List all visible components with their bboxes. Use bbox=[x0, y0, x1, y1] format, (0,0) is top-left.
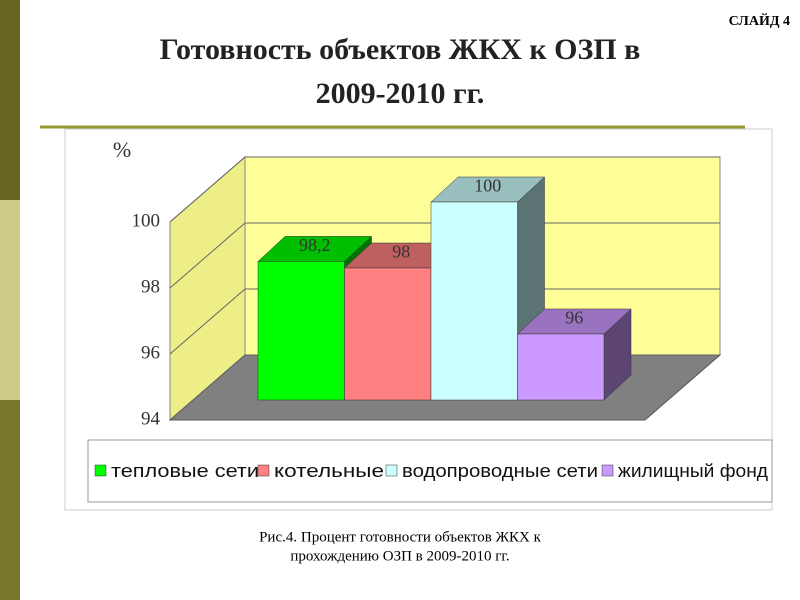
y-axis-label: % bbox=[113, 137, 131, 162]
grid-line bbox=[169, 288, 720, 355]
chart-frame bbox=[64, 128, 773, 511]
legend-items: тепловые сети котельные водопроводные сети… bbox=[94, 461, 769, 481]
sidebar-stripe bbox=[0, 0, 20, 200]
legend-swatch bbox=[385, 464, 398, 477]
legend-swatch bbox=[257, 464, 270, 477]
y-tick-label: 100 bbox=[132, 210, 161, 231]
plot: 94 96 98 100 98,2 98 100 96 bbox=[132, 156, 720, 429]
legend-label: котельные bbox=[274, 461, 384, 481]
value-label: 98 bbox=[392, 242, 410, 262]
sidebar-stripe bbox=[0, 200, 20, 400]
y-tick-label: 96 bbox=[141, 342, 160, 363]
y-tick-label: 98 bbox=[141, 276, 160, 297]
caption: прохождению ОЗП в 2009-2010 гг. bbox=[290, 548, 509, 564]
legend-label: жилищный фонд bbox=[618, 461, 769, 481]
legend-label: тепловые сети bbox=[111, 461, 259, 481]
value-label: 100 bbox=[474, 176, 501, 196]
grid-line bbox=[169, 156, 720, 223]
value-label: 98,2 bbox=[299, 235, 331, 255]
slide-title: Готовность объектов ЖКХ к ОЗП в bbox=[160, 33, 641, 66]
bar-front bbox=[344, 267, 432, 401]
slide-label: СЛАЙД 4 bbox=[729, 12, 790, 29]
legend-swatch bbox=[94, 464, 107, 477]
grid-line bbox=[169, 222, 720, 289]
legend-label: водопроводные сети bbox=[402, 461, 598, 481]
legend bbox=[87, 439, 773, 503]
bar-front bbox=[517, 333, 605, 401]
bar bbox=[516, 308, 632, 401]
bar-front bbox=[257, 261, 345, 401]
slide-title: 2009-2010 гг. bbox=[316, 77, 485, 110]
sidebar-stripe bbox=[0, 400, 20, 600]
legend-swatch bbox=[601, 464, 614, 477]
caption: Рис.4. Процент готовности объектов ЖКХ к bbox=[259, 529, 542, 545]
y-tick-label: 94 bbox=[141, 408, 161, 429]
value-label: 96 bbox=[565, 308, 583, 328]
bar-front bbox=[430, 201, 518, 401]
